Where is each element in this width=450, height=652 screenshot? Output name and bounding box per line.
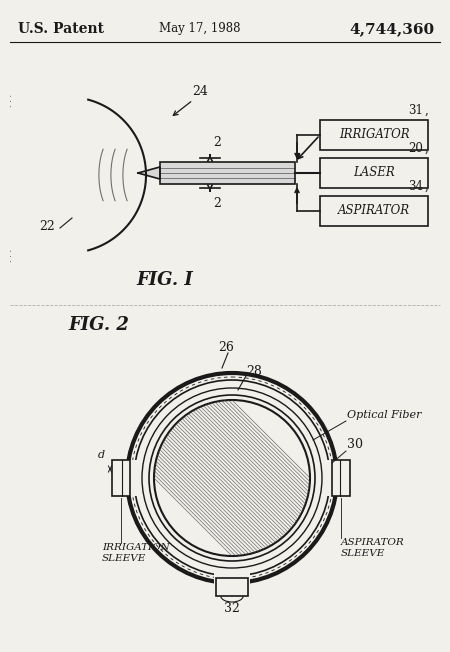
Text: 20: 20 <box>408 142 423 155</box>
Polygon shape <box>138 167 160 179</box>
Text: 32: 32 <box>224 602 240 615</box>
Bar <box>216 578 248 596</box>
Text: IRRIGATION
SLEEVE: IRRIGATION SLEEVE <box>102 543 170 563</box>
Text: Optical Fiber: Optical Fiber <box>347 410 422 420</box>
Text: 26: 26 <box>218 341 234 354</box>
Bar <box>112 460 138 496</box>
Bar <box>214 573 250 601</box>
Bar <box>324 460 352 496</box>
Text: 24: 24 <box>192 85 208 98</box>
Text: IRRIGATOR: IRRIGATOR <box>339 128 410 141</box>
Text: . . .: . . . <box>5 93 14 106</box>
Text: 30: 30 <box>347 438 363 451</box>
Text: ASPIRATOR: ASPIRATOR <box>338 205 410 218</box>
Bar <box>320 196 428 226</box>
Text: FIG. 2: FIG. 2 <box>68 316 129 334</box>
Text: 4,744,360: 4,744,360 <box>350 22 435 36</box>
Text: ,: , <box>425 104 429 117</box>
Text: 22: 22 <box>39 220 55 233</box>
Text: ,: , <box>425 142 429 155</box>
Text: FIG. I: FIG. I <box>137 271 194 289</box>
Text: 34: 34 <box>408 180 423 193</box>
Bar <box>320 120 428 150</box>
Text: May 17, 1988: May 17, 1988 <box>159 22 241 35</box>
Text: ASPIRATOR
SLEEVE: ASPIRATOR SLEEVE <box>341 538 405 558</box>
Text: U.S. Patent: U.S. Patent <box>18 22 104 36</box>
Text: 31: 31 <box>408 104 423 117</box>
Text: d: d <box>98 450 105 460</box>
Bar <box>160 162 295 184</box>
Bar <box>332 460 350 496</box>
Bar <box>320 158 428 188</box>
Text: 28: 28 <box>246 365 262 378</box>
Text: 2: 2 <box>213 136 221 149</box>
Text: 2: 2 <box>213 197 221 210</box>
Text: . . .: . . . <box>5 248 14 261</box>
Bar <box>112 460 130 496</box>
Text: ,: , <box>425 180 429 193</box>
Text: LASER: LASER <box>353 166 395 179</box>
